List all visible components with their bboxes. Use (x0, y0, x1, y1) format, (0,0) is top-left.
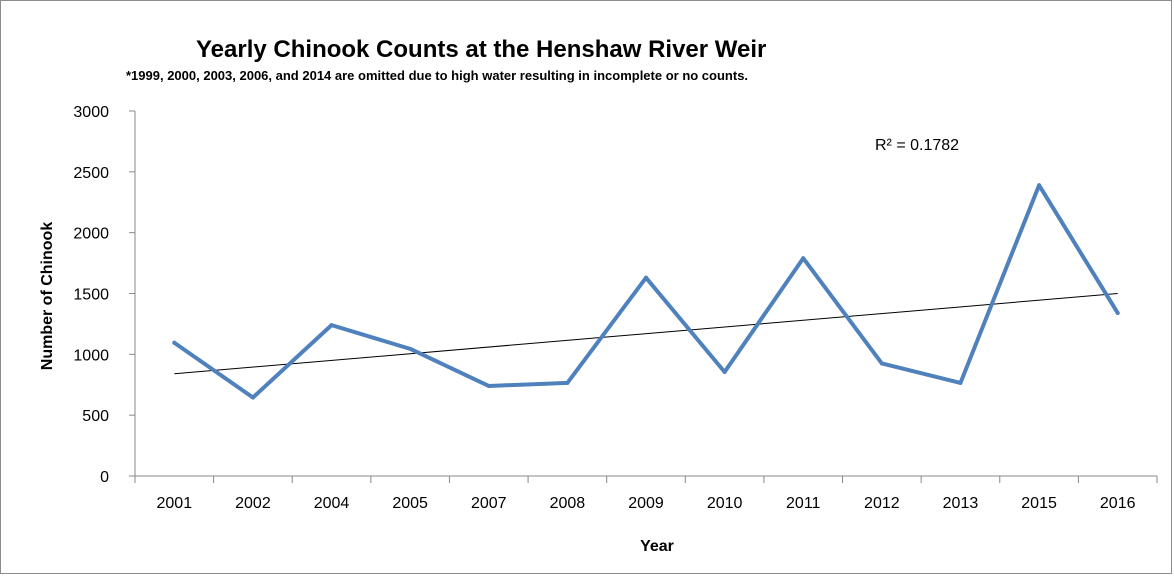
x-tick-label: 2002 (235, 495, 271, 512)
x-tick-label: 2004 (314, 495, 350, 512)
x-tick-label: 2008 (550, 495, 586, 512)
x-tick-label: 2001 (157, 495, 193, 512)
x-tick-label: 2011 (786, 495, 821, 512)
y-tick-label: 1000 (73, 347, 109, 364)
data-point (408, 346, 413, 351)
y-tick-label: 2000 (73, 226, 109, 243)
y-tick-label: 500 (82, 408, 109, 425)
y-tick-label: 3000 (73, 104, 109, 121)
y-tick-label: 1500 (73, 287, 109, 304)
series-line (172, 183, 1120, 400)
data-point (879, 361, 884, 366)
data-point (565, 380, 570, 385)
y-axis-title: Number of Chinook (39, 222, 56, 371)
data-point (958, 380, 963, 385)
data-point (801, 256, 806, 261)
x-tick-label: 2016 (1100, 495, 1136, 512)
y-tick-label: 2500 (73, 165, 109, 182)
data-point (486, 383, 491, 388)
x-tick-label: 2009 (628, 495, 664, 512)
x-tick-label: 2007 (471, 495, 507, 512)
x-axis-title: Year (640, 538, 674, 555)
y-tick-label: 0 (100, 469, 109, 486)
x-tick-label: 2013 (943, 495, 979, 512)
chart-subtitle: *1999, 2000, 2003, 2006, and 2014 are om… (126, 68, 748, 83)
trendline (174, 293, 1118, 375)
data-point (1115, 310, 1120, 315)
data-point (644, 275, 648, 280)
chart-title: Yearly Chinook Counts at the Henshaw Riv… (196, 36, 766, 63)
x-tick-label: 2015 (1021, 495, 1057, 512)
x-tick-label: 2010 (707, 495, 743, 512)
data-point (250, 395, 255, 400)
plot-area: 0 500 1000 1500 2000 2500 3000 2001 2002 2004 2005… (73, 104, 1158, 512)
data-point (1037, 183, 1042, 188)
r-squared-label: R² = 0.1782 (875, 137, 959, 154)
data-point (722, 369, 727, 374)
x-tick-label: 2012 (864, 495, 900, 512)
data-point (172, 340, 177, 345)
data-point (329, 323, 334, 328)
x-tick-label: 2005 (392, 495, 428, 512)
